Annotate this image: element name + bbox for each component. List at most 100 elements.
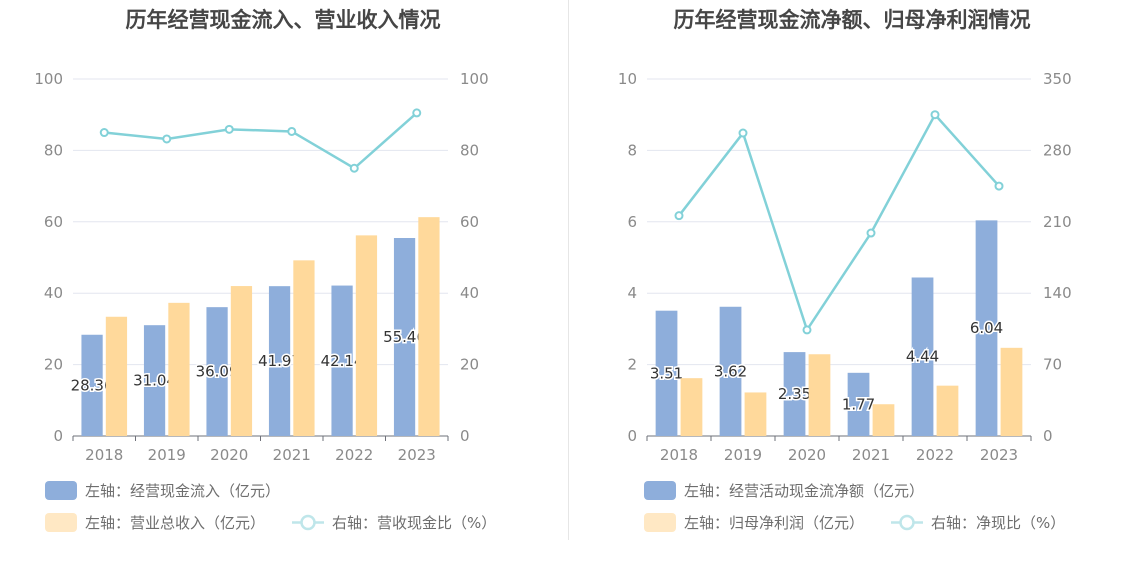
- line-point: [674, 211, 684, 221]
- line-point: [349, 163, 359, 173]
- x-tick-label: 2018: [85, 446, 123, 464]
- bar-series-1: [911, 277, 934, 436]
- legend-label: 右轴：净现比（%）: [931, 514, 1066, 532]
- bar-series-2: [355, 235, 378, 436]
- legend-swatch-yellow: [644, 513, 676, 532]
- bar-series-1: [975, 220, 998, 436]
- line-point: [738, 128, 748, 138]
- legend-line-icon: [292, 514, 324, 531]
- x-tick-label: 2019: [724, 446, 762, 464]
- x-tick-label: 2022: [335, 446, 373, 464]
- chart-title-right: 历年经营现金流净额、归母净利润情况: [673, 8, 1031, 32]
- legend-swatch-yellow: [45, 513, 77, 532]
- x-tick-label: 2020: [210, 446, 248, 464]
- y-tick-label-right: 80: [460, 141, 479, 159]
- bar-series-1: [81, 334, 103, 436]
- chart-panel-left: 历年经营现金流入、营业收入情况 0 20 40 60 80 100 0 20 40 60 80 100…: [0, 0, 566, 582]
- x-tick-label: 2021: [273, 446, 311, 464]
- ratio-line: [678, 112, 1000, 333]
- chart-panel-right: 历年经营现金流净额、归母净利润情况 0 2 4 6 8 10 0 70 140 210 280 350…: [570, 0, 1134, 582]
- y-tick-label-left: 4: [627, 284, 637, 302]
- bar-data-label: 2.35: [778, 385, 811, 403]
- bar-series-2: [680, 378, 703, 436]
- legend-label: 左轴：营业总收入（亿元）: [85, 514, 266, 532]
- y-tick-label-left: 60: [44, 213, 63, 231]
- bar-series-1: [393, 238, 416, 436]
- bar-series-2: [418, 217, 440, 436]
- line-point: [802, 325, 812, 335]
- y-tick-label-left: 0: [627, 427, 637, 445]
- y-tick-label-left: 20: [44, 356, 63, 374]
- legend-swatch-blue: [644, 481, 676, 500]
- legend-label: 左轴：经营现金流入（亿元）: [85, 482, 281, 500]
- legend-item-net-cashflow[interactable]: 左轴：经营活动现金流净额（亿元）: [644, 480, 924, 501]
- x-tick-label: 2022: [916, 446, 954, 464]
- y-tick-label-left: 2: [627, 356, 637, 374]
- bar-series-1: [143, 325, 166, 436]
- bar-data-label: 3.51: [650, 364, 683, 382]
- y-tick-label-right: 210: [1043, 213, 1072, 231]
- legend-item-cash-inflow[interactable]: 左轴：经营现金流入（亿元）: [45, 480, 280, 501]
- panel-divider: [568, 0, 569, 540]
- legend-label: 左轴：归母净利润（亿元）: [684, 514, 865, 532]
- line-point: [99, 128, 109, 138]
- legend-item-ratio[interactable]: 右轴：营收现金比（%）: [292, 512, 496, 533]
- y-tick-label-right: 70: [1043, 356, 1062, 374]
- bar-data-label: 31.04: [133, 372, 176, 390]
- x-tick-label: 2018: [660, 446, 698, 464]
- y-tick-label-left: 10: [618, 70, 637, 88]
- y-tick-label-left: 80: [44, 141, 63, 159]
- bar-series-2: [230, 286, 253, 436]
- bar-series-2: [1000, 347, 1023, 436]
- line-point: [162, 134, 172, 144]
- x-tick-label: 2021: [852, 446, 890, 464]
- legend-item-net-profit[interactable]: 左轴：归母净利润（亿元）: [644, 512, 864, 533]
- legend-label: 左轴：经营活动现金流净额（亿元）: [684, 482, 925, 500]
- bar-series-1: [206, 307, 228, 436]
- line-point: [994, 181, 1004, 191]
- line-point: [224, 124, 234, 134]
- legend-line-icon: [891, 514, 923, 531]
- bar-data-label: 36.09: [196, 363, 239, 381]
- y-tick-label-right: 60: [460, 213, 479, 231]
- line-point: [930, 110, 940, 120]
- bar-data-label: 28.36: [71, 376, 114, 394]
- line-point: [866, 228, 876, 238]
- x-tick-label: 2023: [398, 446, 436, 464]
- y-tick-label-right: 0: [1043, 427, 1053, 445]
- y-tick-label-right: 100: [460, 70, 489, 88]
- y-tick-label-left: 6: [627, 213, 637, 231]
- bar-data-label: 55.46: [383, 328, 426, 346]
- x-tick-label: 2020: [788, 446, 826, 464]
- bar-data-label: 4.44: [906, 348, 939, 366]
- bar-series-2: [808, 354, 831, 436]
- bar-series-2: [293, 260, 315, 436]
- chart-svg-left: 0 20 40 60 80 100 0 20 40 60 80 100 2018 2019 2020 2021…: [34, 70, 489, 464]
- bar-series-2: [872, 404, 895, 436]
- y-tick-label-right: 350: [1043, 70, 1072, 88]
- y-tick-label-left: 40: [44, 284, 63, 302]
- line-point: [287, 126, 297, 136]
- legend-item-revenue[interactable]: 左轴：营业总收入（亿元）: [45, 512, 265, 533]
- bar-series-2: [744, 392, 767, 436]
- ratio-line: [104, 111, 418, 170]
- x-tick-label: 2023: [980, 446, 1018, 464]
- y-tick-label-right: 0: [460, 427, 470, 445]
- y-tick-label-right: 20: [460, 356, 479, 374]
- y-tick-label-right: 280: [1043, 141, 1072, 159]
- chart-svg-right: 0 2 4 6 8 10 0 70 140 210 280 350 2018 2019 2020 2021 20…: [618, 70, 1072, 464]
- bar-data-label: 42.14: [321, 352, 364, 370]
- line-point: [412, 108, 422, 118]
- bar-series-1: [847, 372, 870, 436]
- bar-series-2: [936, 385, 959, 436]
- y-tick-label-right: 40: [460, 284, 479, 302]
- bar-data-label: 6.04: [970, 319, 1003, 337]
- bar-series-1: [268, 286, 291, 436]
- bar-series-1: [655, 310, 678, 436]
- y-tick-label-left: 8: [627, 141, 637, 159]
- legend-swatch-blue: [45, 481, 77, 500]
- legend-item-net-cash-ratio[interactable]: 右轴：净现比（%）: [891, 512, 1065, 533]
- bar-series-1: [331, 285, 353, 436]
- bar-series-1: [719, 306, 742, 436]
- y-tick-label-right: 140: [1043, 284, 1072, 302]
